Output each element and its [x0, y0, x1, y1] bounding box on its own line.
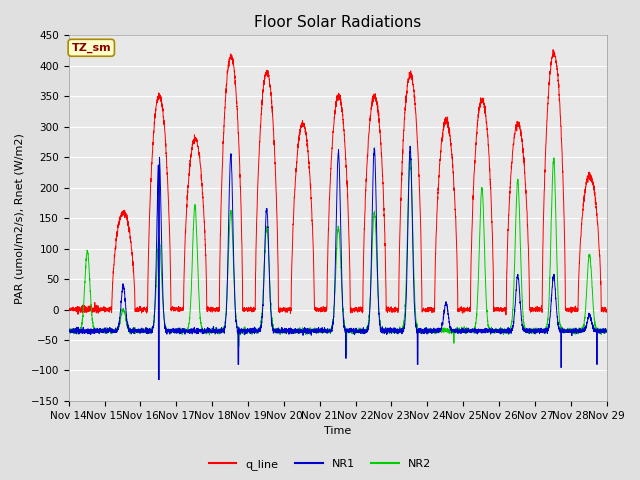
q_line — [489, 240, 497, 245]
NR2 — [429, 327, 436, 333]
Line: q_line: q_line — [68, 49, 607, 315]
Line: NR2: NR2 — [68, 155, 607, 355]
q_line — [65, 306, 72, 312]
q_line — [502, 312, 509, 318]
Title: Floor Solar Radiations: Floor Solar Radiations — [254, 15, 421, 30]
NR2 — [489, 328, 497, 334]
NR1 — [489, 329, 497, 335]
NR1 — [429, 327, 436, 333]
q_line — [161, 138, 169, 144]
NR1 — [602, 328, 610, 334]
NR2 — [161, 324, 169, 330]
Y-axis label: PAR (umol/m2/s), Rnet (W/m2): PAR (umol/m2/s), Rnet (W/m2) — [15, 132, 25, 303]
NR2 — [317, 327, 325, 333]
q_line — [317, 307, 325, 312]
q_line — [458, 305, 466, 311]
NR1 — [603, 327, 611, 333]
NR1 — [155, 377, 163, 383]
NR1 — [406, 144, 414, 149]
Legend: q_line, NR1, NR2: q_line, NR1, NR2 — [204, 455, 436, 474]
NR1 — [458, 328, 466, 334]
NR2 — [603, 329, 611, 335]
X-axis label: Time: Time — [324, 426, 351, 436]
NR2 — [602, 326, 610, 332]
q_line — [549, 47, 557, 52]
NR2 — [406, 152, 414, 158]
NR1 — [317, 326, 325, 332]
Line: NR1: NR1 — [68, 146, 607, 380]
NR2 — [342, 352, 350, 358]
NR1 — [162, 327, 170, 333]
q_line — [603, 307, 611, 312]
NR1 — [65, 328, 72, 334]
q_line — [602, 308, 610, 314]
NR2 — [65, 330, 72, 336]
Text: TZ_sm: TZ_sm — [72, 43, 111, 53]
NR2 — [458, 327, 466, 333]
q_line — [428, 307, 436, 312]
